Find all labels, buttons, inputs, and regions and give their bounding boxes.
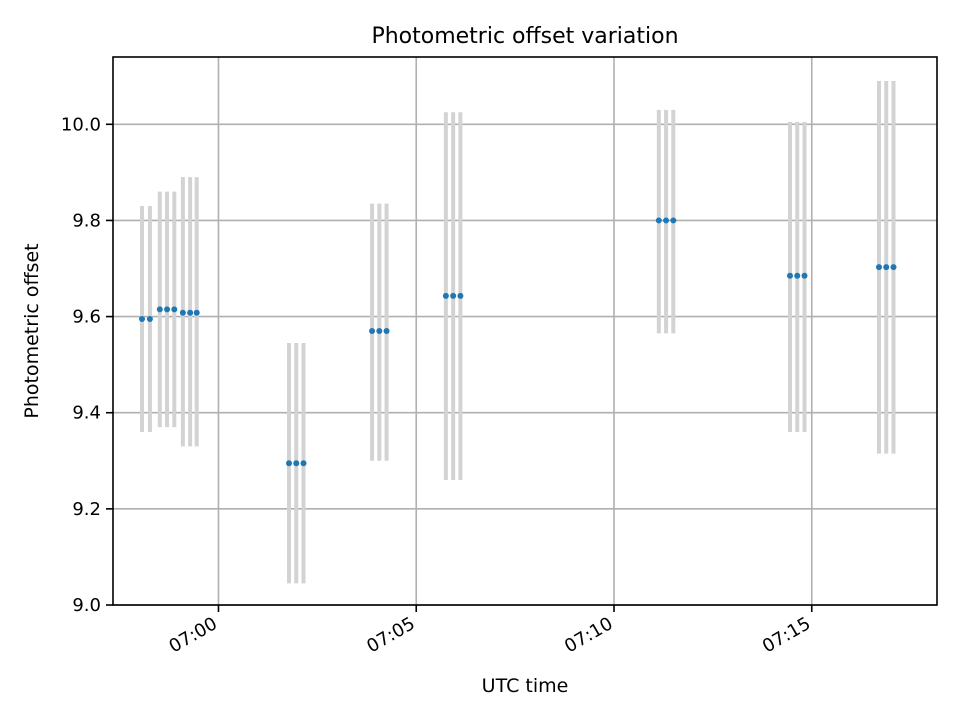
- data-point: [794, 272, 801, 279]
- data-point: [450, 292, 457, 299]
- y-axis-label: Photometric offset: [21, 243, 43, 418]
- y-tick-label: 9.0: [72, 595, 101, 616]
- data-point: [663, 217, 670, 224]
- data-point: [187, 309, 194, 316]
- data-point: [786, 272, 793, 279]
- data-point: [139, 315, 146, 322]
- grid: [113, 57, 937, 606]
- data-point: [890, 264, 897, 271]
- plot-frame: [112, 56, 938, 606]
- y-tick-label: 9.6: [72, 307, 101, 328]
- data-point: [369, 328, 376, 334]
- chart-title: Photometric offset variation: [371, 24, 678, 49]
- y-tick-label: 9.2: [72, 499, 101, 520]
- data-point: [383, 328, 390, 334]
- data-point: [300, 460, 307, 467]
- data-points: [139, 217, 897, 467]
- data-point: [146, 315, 153, 322]
- data-point: [293, 460, 300, 467]
- data-point: [801, 272, 808, 279]
- data-point: [875, 264, 882, 271]
- y-tick-label: 9.4: [72, 403, 101, 424]
- x-axis-label: UTC time: [482, 675, 569, 697]
- y-tick-label: 9.8: [72, 210, 101, 231]
- data-point: [670, 217, 677, 224]
- data-point: [193, 309, 200, 316]
- data-point: [883, 264, 890, 271]
- data-point: [171, 306, 178, 313]
- data-point: [156, 306, 163, 313]
- data-point: [164, 306, 171, 313]
- data-point: [179, 309, 186, 316]
- y-tick-label: 10.0: [61, 114, 101, 135]
- data-point: [286, 460, 293, 467]
- data-point: [442, 292, 449, 299]
- data-point: [376, 328, 383, 334]
- data-point: [457, 292, 464, 299]
- data-point: [655, 217, 662, 224]
